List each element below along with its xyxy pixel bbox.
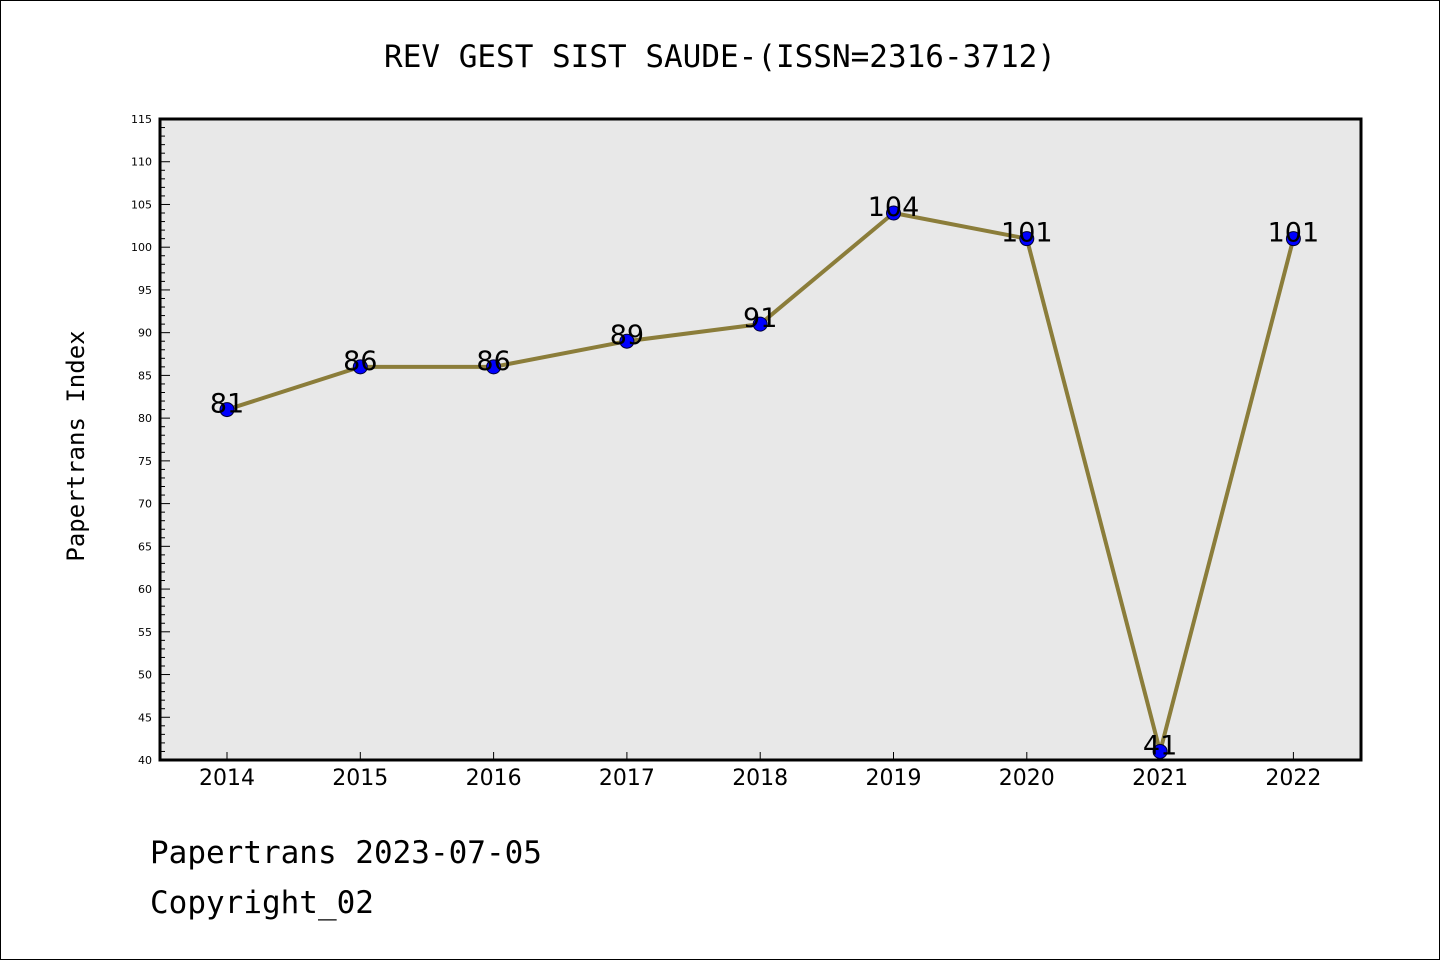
x-tick-label: 2014 xyxy=(199,766,255,791)
y-axis-label: Papertrans Index xyxy=(62,330,90,561)
x-tick-label: 2022 xyxy=(1265,766,1321,791)
data-label: 89 xyxy=(610,320,644,351)
y-tick-label: 110 xyxy=(131,156,152,169)
y-tick-label: 100 xyxy=(131,241,152,254)
data-series: 81 86 86 89 91 104 101 41 101 xyxy=(210,192,1319,761)
plot-area xyxy=(158,117,1363,762)
data-point xyxy=(1285,231,1301,247)
data-label: 86 xyxy=(476,346,510,377)
footer-copyright: Copyright_02 xyxy=(150,885,374,921)
y-tick-label: 80 xyxy=(138,412,152,425)
data-label: 86 xyxy=(343,346,377,377)
data-label: 81 xyxy=(210,389,244,420)
data-label: 104 xyxy=(868,192,920,223)
y-tick-label: 60 xyxy=(138,583,152,596)
data-point xyxy=(752,316,768,332)
x-tick-label: 2018 xyxy=(732,766,788,791)
footer-date: Papertrans 2023-07-05 xyxy=(150,835,542,871)
y-tick-label: 65 xyxy=(138,540,152,553)
x-tick-label: 2015 xyxy=(332,766,388,791)
data-label: 41 xyxy=(1143,730,1177,761)
y-tick-label: 85 xyxy=(138,369,152,382)
y-tick-label: 90 xyxy=(138,327,152,340)
data-point xyxy=(619,333,635,349)
x-tick-label: 2020 xyxy=(999,766,1055,791)
y-tick-label: 50 xyxy=(138,669,152,682)
x-tick-label: 2021 xyxy=(1132,766,1188,791)
data-point xyxy=(219,402,235,418)
x-tick-label: 2017 xyxy=(599,766,655,791)
y-tick-label: 45 xyxy=(138,711,152,724)
data-point xyxy=(1019,231,1035,247)
y-axis-ticks: 40 45 50 55 60 65 70 75 80 85 90 95 100 105 110 115 xyxy=(131,113,170,767)
data-point xyxy=(352,359,368,375)
x-tick-label: 2019 xyxy=(866,766,922,791)
x-axis-ticks: 2014 2015 2016 2017 2018 2019 2020 2021 2022 xyxy=(199,752,1321,791)
x-tick-label: 2016 xyxy=(466,766,522,791)
y-tick-label: 75 xyxy=(138,455,152,468)
data-point xyxy=(886,205,901,221)
chart-title: REV GEST SIST SAUDE-(ISSN=2316-3712) xyxy=(384,39,1056,75)
y-tick-label: 115 xyxy=(131,113,152,126)
y-tick-label: 40 xyxy=(138,754,152,767)
y-tick-label: 70 xyxy=(138,498,152,511)
y-tick-label: 55 xyxy=(138,626,152,639)
data-label: 91 xyxy=(743,303,777,334)
y-tick-label: 105 xyxy=(131,198,152,211)
data-label: 101 xyxy=(1268,218,1320,249)
y-tick-label: 95 xyxy=(138,284,152,297)
data-label: 101 xyxy=(1001,218,1053,249)
data-point xyxy=(1152,743,1168,759)
data-point xyxy=(486,359,502,375)
